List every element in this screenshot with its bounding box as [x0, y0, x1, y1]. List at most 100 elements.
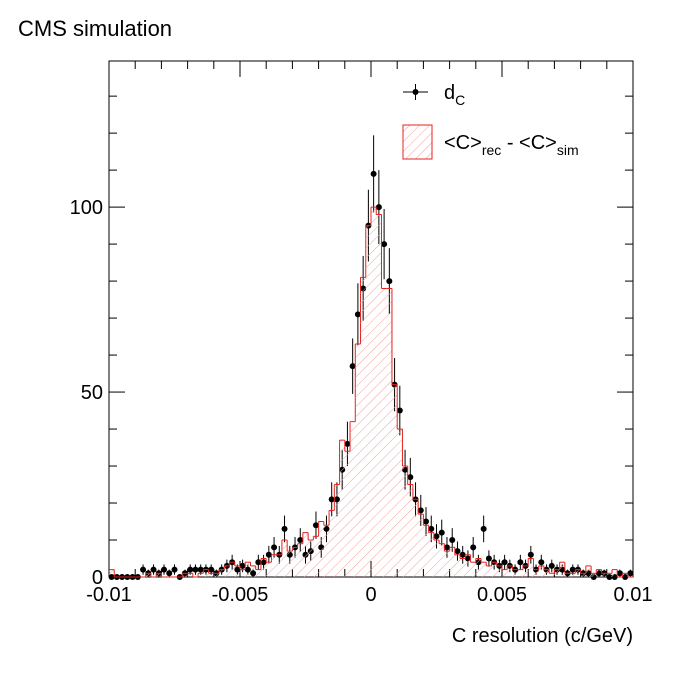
data-point: [381, 241, 388, 248]
hist-bar: [323, 525, 330, 577]
y-tick-label: 50: [81, 382, 103, 404]
data-point: [480, 525, 487, 532]
hist-bar: [559, 562, 565, 577]
hist-bar: [507, 565, 513, 577]
data-point: [569, 566, 576, 573]
hist-bar: [496, 565, 502, 577]
hist-bar: [580, 573, 586, 577]
data-point: [538, 559, 545, 566]
data-point: [449, 537, 456, 544]
hist-bar: [250, 565, 256, 577]
data-point: [386, 278, 393, 285]
data-point: [187, 566, 194, 573]
legend-text: <C>: [444, 132, 482, 154]
data-point: [459, 551, 466, 558]
hist-bar: [245, 562, 251, 577]
hist-bar: [512, 569, 518, 577]
data-point: [239, 562, 246, 569]
hist-bar: [297, 543, 303, 577]
hist-bar: [538, 565, 544, 577]
hist-bar: [612, 569, 618, 577]
hist-bar: [329, 510, 335, 577]
hist-bar: [402, 466, 408, 577]
hist-bar: [240, 569, 246, 577]
x-axis-label: C resolution (c/GeV): [452, 625, 633, 647]
data-point: [328, 496, 335, 503]
hist-bar: [549, 573, 555, 577]
x-tick-label: 0: [365, 584, 376, 606]
data-point: [281, 525, 288, 532]
data-point: [349, 363, 356, 370]
hist-bar: [591, 573, 597, 577]
hist-bar: [491, 562, 497, 577]
hist-bar: [365, 225, 371, 577]
legend-subscript: C: [455, 92, 465, 108]
hist-bar: [564, 573, 571, 577]
legend-swatch: [402, 124, 433, 160]
hist-bar: [219, 569, 225, 577]
hist-bar: [596, 569, 602, 577]
data-point: [443, 544, 450, 551]
hist-bar: [465, 554, 471, 577]
y-tick-label: 100: [70, 197, 103, 219]
data-point: [396, 407, 403, 414]
data-point: [548, 562, 555, 569]
hist-bar: [622, 573, 628, 577]
x-tick-label: 0.005: [477, 584, 527, 606]
hist-bar: [528, 558, 534, 577]
data-point: [616, 570, 623, 577]
data-point: [433, 533, 440, 540]
hist-bar: [313, 536, 319, 577]
data-point: [271, 544, 278, 551]
legend-label: dC: [444, 82, 465, 108]
hist-bar: [203, 569, 209, 577]
hist-bar: [292, 547, 298, 577]
hist-bar: [533, 569, 539, 577]
hist-bar: [344, 451, 351, 577]
data-point: [140, 566, 147, 573]
hist-bar: [381, 288, 387, 577]
hist-bar: [418, 514, 424, 577]
hist-bar: [454, 554, 461, 577]
data-point: [375, 204, 382, 211]
plot-area: [108, 61, 634, 580]
legend-marker: [412, 89, 419, 95]
data-point: [171, 566, 178, 573]
data-point: [150, 566, 157, 573]
hist-bar: [386, 288, 392, 577]
hist-bar: [187, 573, 193, 577]
data-point: [370, 170, 377, 177]
x-tick-label: 0.01: [614, 584, 653, 606]
hist-bar: [470, 562, 476, 577]
data-point: [438, 529, 445, 536]
hist-bar: [423, 525, 429, 577]
hist-bar: [570, 573, 576, 577]
hist-bar: [460, 558, 466, 577]
hist-bar: [287, 551, 293, 577]
hist-bar: [302, 532, 309, 577]
hist-bar: [109, 569, 115, 577]
hist-bar: [334, 484, 340, 577]
hist-bar: [575, 569, 581, 577]
hist-bar: [260, 558, 267, 577]
legend-text: d: [444, 82, 455, 104]
hist-bar: [234, 565, 240, 577]
hist-bar: [522, 565, 529, 577]
data-point: [192, 566, 199, 573]
legend-subscript: sim: [557, 142, 579, 158]
hist-bar: [224, 565, 230, 577]
data-point: [417, 507, 424, 514]
data-point: [501, 559, 508, 566]
hist-bar: [229, 562, 235, 577]
hist-bar: [371, 207, 377, 577]
hist-bar: [606, 573, 613, 577]
x-tick-label: -0.005: [212, 584, 269, 606]
hist-bar: [281, 540, 288, 577]
data-point: [354, 311, 361, 318]
data-point: [428, 525, 435, 532]
hist-bar: [554, 569, 560, 577]
hist-bar: [449, 547, 455, 577]
data-point: [470, 544, 477, 551]
hist-bar: [276, 554, 282, 577]
